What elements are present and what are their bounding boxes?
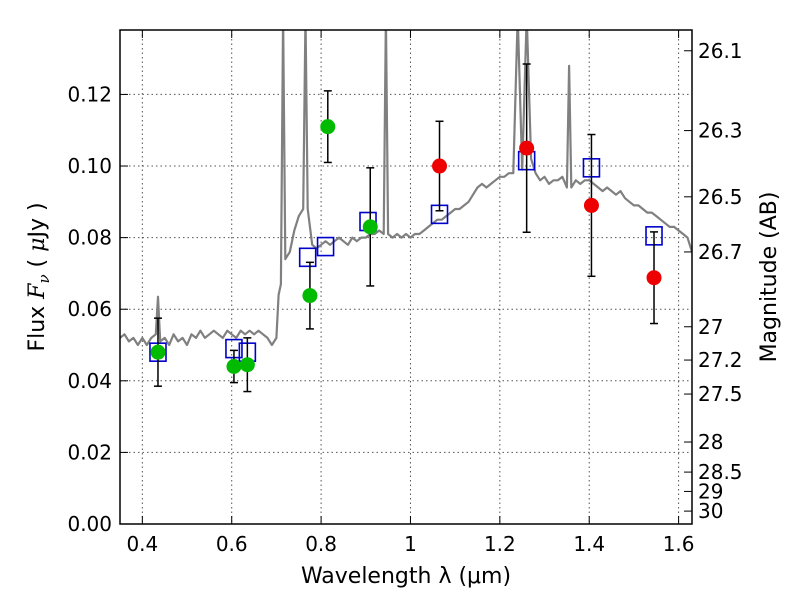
x-tick-label: 1 <box>404 532 417 556</box>
y-tick-label: 0.04 <box>67 369 112 393</box>
red-data-point <box>583 197 599 213</box>
right-tick-label: 27.2 <box>698 348 743 372</box>
x-axis-label: Wavelength λ (μm) <box>301 564 511 589</box>
y-tick-label: 0.08 <box>67 226 112 250</box>
model-square-marker <box>298 247 317 268</box>
red-data-point <box>646 270 662 286</box>
x-tick-label: 0.4 <box>126 532 158 556</box>
plot-frame <box>119 29 693 525</box>
x-tick-label: 1.4 <box>573 532 605 556</box>
spectrum-line <box>120 30 692 347</box>
right-tick-label: 27 <box>698 315 723 339</box>
right-tick-label: 26.5 <box>698 185 743 209</box>
y-tick-label: 0.00 <box>67 512 112 536</box>
x-tick-label: 1.2 <box>484 532 516 556</box>
green-data-point <box>302 288 318 304</box>
right-axis-label: Magnitude (AB) <box>757 192 782 363</box>
green-data-point <box>362 219 378 235</box>
red-data-point <box>432 158 448 174</box>
right-tick-label: 30 <box>698 499 723 523</box>
y-tick-label: 0.10 <box>67 154 112 178</box>
x-tick-label: 1.6 <box>663 532 695 556</box>
right-tick-label: 26.3 <box>698 119 743 143</box>
x-tick-label: 0.6 <box>216 532 248 556</box>
right-tick-label: 28.5 <box>698 460 743 484</box>
green-data-point <box>239 357 255 373</box>
x-tick-label: 0.8 <box>305 532 337 556</box>
right-tick-label: 29 <box>698 479 723 503</box>
grid <box>120 30 692 525</box>
ticks: 0.4 0.6 0.8 1 1.2 1.4 1.6 0.00 0.02 0.04 0.06 0.08 0… <box>67 30 743 556</box>
right-tick-label: 26.1 <box>698 39 743 63</box>
right-tick-label: 27.5 <box>698 382 743 406</box>
green-data-point <box>226 358 242 374</box>
green-data-point <box>150 344 166 360</box>
y-tick-label: 0.06 <box>67 297 112 321</box>
right-tick-label: 26.7 <box>698 240 743 264</box>
model-square-marker <box>316 236 335 257</box>
y-tick-label: 0.02 <box>67 440 112 464</box>
y-axis-label: Flux Fν ( μJy ) <box>25 202 53 351</box>
green-data-point <box>320 119 336 135</box>
red-data-point <box>519 140 535 156</box>
right-tick-label: 28 <box>698 430 723 454</box>
y-tick-label: 0.12 <box>67 82 112 106</box>
plot-area <box>120 30 692 393</box>
